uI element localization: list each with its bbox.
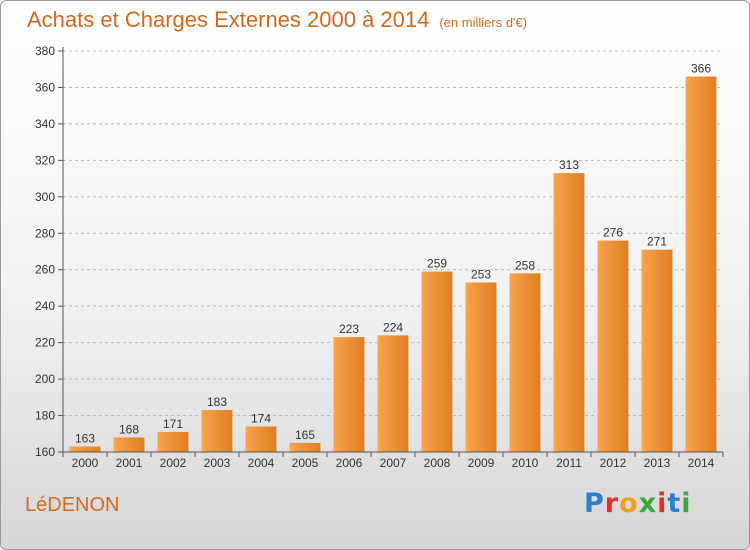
bar-2000: [69, 446, 101, 452]
bar-2002: [157, 431, 189, 452]
chart-title-text: Achats et Charges Externes 2000 à 2014: [27, 7, 430, 32]
x-tick-label: 2000: [72, 456, 99, 470]
y-tick-label: 340: [35, 117, 55, 131]
data-label-2010: 258: [515, 258, 535, 272]
data-label-2005: 165: [295, 428, 315, 442]
x-tick-label: 2004: [248, 456, 275, 470]
bar-2011: [553, 173, 585, 452]
data-label-2001: 168: [119, 422, 139, 436]
y-tick-label: 280: [35, 226, 55, 240]
bar-2004: [245, 426, 277, 452]
data-label-2013: 271: [647, 235, 667, 249]
x-tick-label: 2012: [600, 456, 627, 470]
logo-letter: o: [619, 488, 639, 519]
chart-subtitle: (en milliers d'€): [439, 15, 528, 30]
logo-letter: t: [667, 488, 682, 519]
x-tick-label: 2007: [380, 456, 407, 470]
x-tick-label: 2008: [424, 456, 451, 470]
bar-2005: [289, 442, 321, 452]
bar-2014: [685, 76, 717, 452]
bar-2009: [465, 282, 497, 452]
bars: 163 168 171 183 174 165 223 224 259 253 258 313 276 2…: [69, 62, 717, 452]
y-tick-label: 380: [35, 44, 55, 58]
y-tick-label: 200: [35, 372, 55, 386]
data-label-2004: 174: [251, 411, 271, 425]
x-tick-label: 2014: [688, 456, 715, 470]
data-label-2011: 313: [559, 158, 579, 172]
x-tick-label: 2001: [116, 456, 143, 470]
x-tick-label: 2010: [512, 456, 539, 470]
bar-2010: [509, 273, 541, 452]
data-label-2009: 253: [471, 267, 491, 281]
data-label-2007: 224: [383, 320, 403, 334]
logo-letter: r: [604, 488, 620, 519]
proxiti-logo: Proxiti: [584, 488, 692, 519]
x-tick-label: 2005: [292, 456, 319, 470]
y-tick-label: 360: [35, 80, 55, 94]
data-label-2002: 171: [163, 417, 183, 431]
y-tick-label: 320: [35, 153, 55, 167]
data-label-2012: 276: [603, 226, 623, 240]
x-tick-label: 2013: [644, 456, 671, 470]
chart-title: Achats et Charges Externes 2000 à 2014 (e…: [27, 7, 527, 33]
bar-2012: [597, 240, 629, 452]
y-tick-label: 180: [35, 409, 55, 423]
data-label-2014: 366: [691, 62, 711, 76]
bar-2007: [377, 335, 409, 452]
x-axis: 2000 2001 2002 2003 2004 2005 2006 2007 2008 2009…: [62, 451, 724, 470]
y-tick-label: 300: [35, 190, 55, 204]
y-tick-label: 260: [35, 263, 55, 277]
bar-2008: [421, 271, 453, 452]
logo-letter: i: [681, 488, 692, 519]
bar-2006: [333, 337, 365, 452]
city-name: LéDENON: [25, 494, 120, 516]
x-tick-label: 2003: [204, 456, 231, 470]
data-label-2000: 163: [75, 432, 95, 446]
data-label-2008: 259: [427, 257, 447, 271]
bar-2003: [201, 410, 233, 452]
x-tick-label: 2006: [336, 456, 363, 470]
logo-letter: P: [584, 488, 605, 519]
data-label-2003: 183: [207, 395, 227, 409]
bar-2001: [113, 437, 145, 452]
logo-letter: i: [657, 488, 668, 519]
bar-2013: [641, 249, 673, 452]
x-tick-label: 2009: [468, 456, 495, 470]
x-tick-label: 2002: [160, 456, 187, 470]
y-tick-label: 240: [35, 299, 55, 313]
logo-letter: x: [638, 488, 658, 519]
y-tick-label: 220: [35, 336, 55, 350]
x-tick-label: 2011: [556, 456, 582, 470]
y-tick-label: 160: [35, 445, 55, 459]
y-axis: 160 180 200 220 240 260 280 300 320 340 360 380: [35, 44, 64, 459]
data-label-2006: 223: [339, 322, 359, 336]
